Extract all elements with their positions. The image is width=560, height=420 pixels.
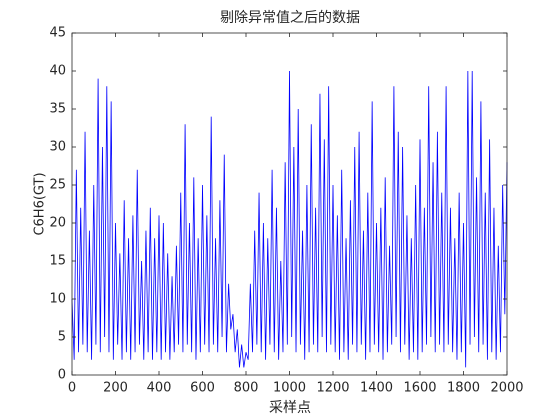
x-tick-label: 2000	[490, 381, 523, 396]
x-tick-label: 1600	[403, 381, 436, 396]
y-tick-label: 10	[49, 292, 66, 307]
data-line	[71, 70, 508, 368]
x-tick-label: 600	[190, 381, 215, 396]
x-tick-label: 200	[103, 381, 128, 396]
y-tick-label: 30	[49, 140, 66, 155]
x-tick-label: 1800	[447, 381, 480, 396]
x-axis-label: 采样点	[269, 400, 311, 416]
y-tick-label: 40	[49, 64, 66, 79]
x-tick-label: 400	[147, 381, 172, 396]
y-tick-label: 35	[49, 102, 66, 117]
y-tick-label: 25	[49, 178, 66, 193]
x-tick-label: 1200	[316, 381, 349, 396]
x-tick-label: 800	[234, 381, 259, 396]
y-tick-label: 45	[49, 26, 66, 41]
x-tick-label: 1400	[360, 381, 393, 396]
x-tick-label: 0	[68, 381, 76, 396]
chart-title: 剔除异常值之后的数据	[220, 10, 360, 26]
y-tick-label: 0	[58, 368, 66, 383]
y-axis-label: C6H6(GT)	[33, 172, 48, 235]
y-tick-label: 5	[58, 330, 66, 345]
y-tick-label: 15	[49, 254, 66, 269]
x-tick-label: 1000	[273, 381, 306, 396]
y-tick-label: 20	[49, 216, 66, 231]
